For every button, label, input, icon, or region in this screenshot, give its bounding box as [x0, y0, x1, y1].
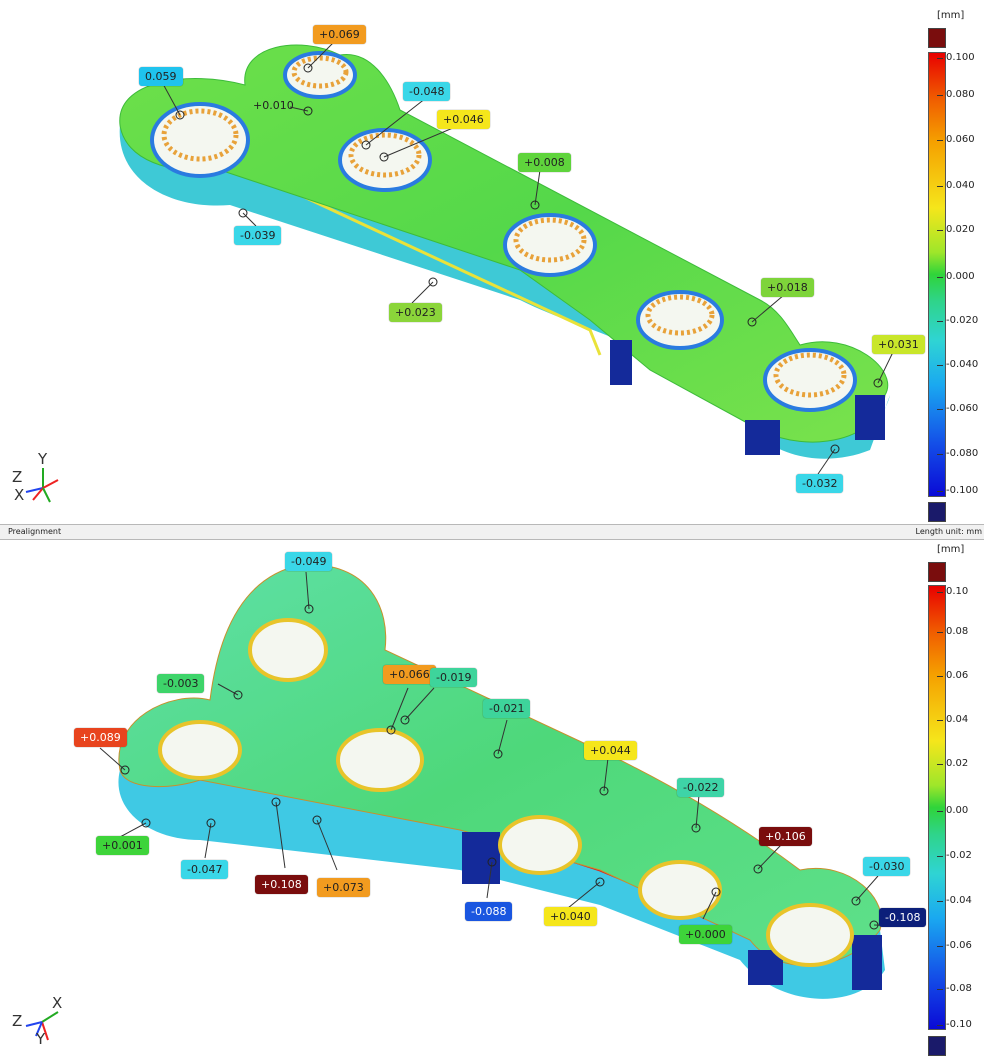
axis-triad-icon: Y Z X [8, 450, 68, 510]
scale-tick: 0.04 [936, 714, 969, 725]
top-viewport[interactable]: +0.069 0.059 +0.010 -0.048 +0.046 +0.008… [0, 0, 984, 524]
scale-unit-label: [mm] [937, 10, 965, 21]
deviation-label[interactable]: +0.066 [383, 665, 436, 684]
scale-over-cap [928, 28, 946, 48]
scale-tick: 0.10 [936, 586, 969, 597]
scale-tick: 0.06 [936, 670, 969, 681]
deviation-label[interactable]: +0.008 [518, 153, 571, 172]
scale-tick: 0.040 [937, 180, 975, 191]
status-bar: Prealignment Length unit: mm [0, 524, 984, 540]
deviation-label[interactable]: +0.031 [872, 335, 925, 354]
deviation-label[interactable]: -0.048 [403, 82, 451, 101]
deviation-label[interactable]: 0.059 [139, 67, 183, 86]
color-scale-bar [928, 585, 946, 1030]
scale-under-cap [928, 502, 946, 522]
deviation-label[interactable]: +0.046 [437, 110, 490, 129]
scale-tick: -0.02 [937, 850, 972, 861]
scale-tick: 0.08 [936, 626, 969, 637]
scale-tick: 0.000 [937, 271, 975, 282]
deviation-label[interactable]: +0.044 [584, 741, 637, 760]
scale-tick: 0.060 [937, 134, 975, 145]
length-unit-status: Length unit: mm [915, 527, 982, 536]
scale-over-cap [928, 562, 946, 582]
alignment-status: Prealignment [8, 527, 62, 536]
scale-tick: 0.020 [937, 224, 975, 235]
scale-tick: -0.080 [936, 448, 979, 459]
scale-tick: -0.020 [936, 315, 979, 326]
scale-tick: -0.100 [936, 485, 979, 496]
scale-under-cap [928, 1036, 946, 1056]
deviation-label[interactable]: +0.010 [253, 99, 294, 112]
deviation-label[interactable]: -0.047 [181, 860, 229, 879]
scale-tick: -0.06 [937, 940, 972, 951]
deviation-label[interactable]: +0.018 [761, 278, 814, 297]
deviation-label[interactable]: -0.019 [430, 668, 478, 687]
deviation-label[interactable]: +0.001 [96, 836, 149, 855]
deviation-label[interactable]: -0.032 [796, 474, 844, 493]
deviation-label[interactable]: -0.039 [234, 226, 282, 245]
deviation-label[interactable]: -0.003 [157, 674, 205, 693]
deviation-label[interactable]: +0.089 [74, 728, 127, 747]
deviation-label[interactable]: -0.088 [465, 902, 513, 921]
deviation-label[interactable]: -0.022 [677, 778, 725, 797]
deviation-label[interactable]: +0.023 [389, 303, 442, 322]
scale-unit-label: [mm] [937, 544, 965, 555]
scale-tick: -0.10 [937, 1019, 972, 1030]
scale-tick: 0.00 [936, 805, 969, 816]
deviation-model-bottom[interactable] [0, 540, 984, 1058]
scale-tick: -0.060 [936, 403, 979, 414]
deviation-model-top[interactable] [0, 0, 984, 524]
deviation-label[interactable]: -0.030 [863, 857, 911, 876]
deviation-label[interactable]: -0.049 [285, 552, 333, 571]
scale-tick: -0.040 [936, 359, 979, 370]
bottom-viewport[interactable]: -0.049 -0.003 +0.066 -0.019 -0.021 +0.08… [0, 540, 984, 1058]
scale-tick: 0.080 [937, 89, 975, 100]
deviation-label[interactable]: +0.073 [317, 878, 370, 897]
scale-tick: 0.100 [937, 52, 975, 63]
deviation-label[interactable]: +0.040 [544, 907, 597, 926]
deviation-label[interactable]: +0.106 [759, 827, 812, 846]
deviation-label[interactable]: +0.069 [313, 25, 366, 44]
scale-tick: 0.02 [936, 758, 969, 769]
axis-triad-icon: X Z Y [12, 994, 63, 1048]
deviation-label[interactable]: +0.108 [255, 875, 308, 894]
deviation-label[interactable]: +0.000 [679, 925, 732, 944]
color-scale-bar [928, 52, 946, 497]
deviation-label[interactable]: -0.021 [483, 699, 531, 718]
scale-tick: -0.04 [937, 895, 972, 906]
scale-tick: -0.08 [937, 983, 972, 994]
deviation-label[interactable]: -0.108 [879, 908, 927, 927]
